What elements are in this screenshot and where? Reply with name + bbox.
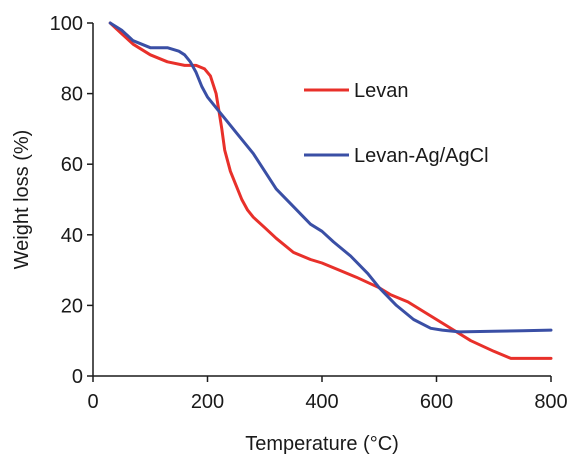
x-tick-label: 600 [420, 391, 453, 413]
y-axis-title: Weight loss (%) [11, 130, 33, 270]
series-layer [108, 21, 553, 360]
series-line-levan-ag-agcl [108, 21, 553, 334]
x-tick-label: 200 [191, 391, 224, 413]
x-tick-label: 400 [305, 391, 338, 413]
x-tick-label: 0 [87, 391, 98, 413]
x-axis-title: Temperature (°C) [245, 433, 399, 455]
x-axis-ticks: 0 200 400 600 800 [87, 376, 568, 413]
y-tick-label: 60 [61, 154, 83, 176]
y-tick-label: 0 [72, 366, 83, 388]
y-axis-ticks: 0 20 40 60 80 100 [50, 13, 93, 388]
legend-label: Levan [354, 80, 409, 102]
y-tick-label: 100 [50, 13, 83, 35]
legend-label: Levan-Ag/AgCl [354, 145, 489, 167]
y-tick-label: 40 [61, 225, 83, 247]
legend: Levan Levan-Ag/AgCl [304, 80, 489, 167]
series-line-levan [108, 21, 553, 360]
y-tick-label: 20 [61, 295, 83, 317]
x-tick-label: 800 [534, 391, 567, 413]
y-tick-label: 80 [61, 84, 83, 106]
